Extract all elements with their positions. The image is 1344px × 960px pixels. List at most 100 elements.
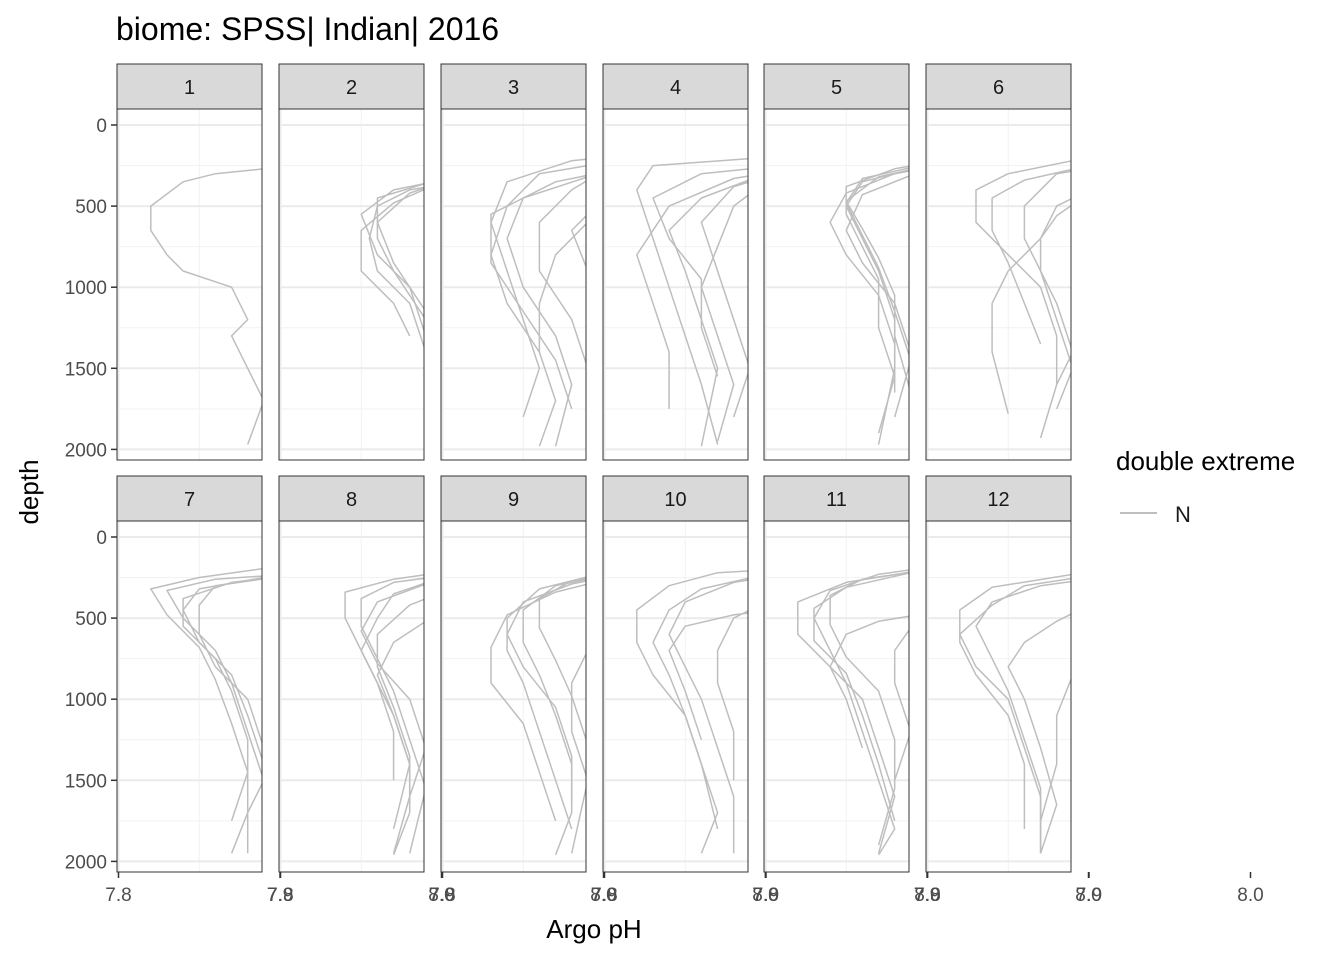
profile-line-9-2 <box>506 576 586 830</box>
profile-line-3-4 <box>570 214 586 269</box>
panel-border <box>440 520 587 873</box>
facet-strip-label: 4 <box>670 77 681 99</box>
profile-line-4-5 <box>700 194 748 442</box>
y-tick-label: 0 <box>96 116 107 137</box>
series-lines <box>975 160 1071 439</box>
profile-line-6-4 <box>991 168 1071 345</box>
x-tick-label: 7.8 <box>105 885 131 906</box>
panel-border <box>602 520 749 873</box>
facet-strip-label: 1 <box>184 77 195 99</box>
profile-line-3-5 <box>506 176 586 447</box>
facet-strip-label: 12 <box>987 489 1009 511</box>
profile-line-6-5 <box>991 204 1071 414</box>
facet-panels: 1 2 3 4 5 67 8 9 10 11 12 <box>116 63 1072 873</box>
profile-line-5-2 <box>845 167 909 418</box>
y-tick-label: 1500 <box>65 359 107 380</box>
facet-strip-label: 9 <box>508 489 519 511</box>
facet-strip <box>925 63 1072 110</box>
facet-strip-label: 3 <box>508 77 519 99</box>
y-tick-label: 0 <box>96 528 107 549</box>
profile-line-2-1 <box>368 186 424 350</box>
legend-title: double extreme <box>1116 446 1295 476</box>
facet-panel-10: 10 <box>602 475 749 873</box>
gridlines <box>764 109 909 460</box>
x-tick-label: 7.8 <box>267 885 293 906</box>
facet-strip-label: 5 <box>831 77 842 99</box>
gridlines <box>764 521 909 872</box>
panel-border <box>763 520 910 873</box>
profile-line-4-1 <box>636 157 748 445</box>
panel-border <box>925 108 1072 461</box>
x-tick-label: 7.8 <box>752 885 778 906</box>
gridlines <box>603 521 748 872</box>
panel-border <box>763 108 910 461</box>
profile-line-8-2 <box>360 577 424 854</box>
series-lines <box>150 567 262 854</box>
profile-line-9-4 <box>490 583 586 822</box>
x-tick-label: 8.0 <box>914 885 940 906</box>
profile-line-11-3 <box>893 629 909 781</box>
facet-strip <box>440 475 587 522</box>
facet-panel-8: 8 <box>278 475 425 873</box>
gridlines <box>117 109 262 460</box>
facet-panel-7: 7 <box>116 475 263 873</box>
facet-strip <box>116 475 263 522</box>
gridlines <box>279 109 424 460</box>
x-tick-label: 7.8 <box>429 885 455 906</box>
series-lines <box>829 165 909 445</box>
profile-line-12-4 <box>959 573 1071 829</box>
profile-line-4-2 <box>668 179 748 447</box>
facet-strip-label: 6 <box>993 77 1004 99</box>
profile-line-5-5 <box>845 175 909 350</box>
y-tick-label: 1000 <box>65 690 107 711</box>
profile-line-7-3 <box>182 578 262 854</box>
profile-line-2-2 <box>360 183 424 333</box>
series-lines <box>344 574 424 856</box>
profile-line-6-2 <box>975 160 1071 385</box>
x-tick-label: 7.9 <box>1076 885 1102 906</box>
profile-line-3-3 <box>490 158 586 418</box>
y-tick-label: 1500 <box>65 771 107 792</box>
facet-strip <box>602 475 749 522</box>
facet-strip-label: 8 <box>346 489 357 511</box>
legend-entry-label: N <box>1175 502 1191 527</box>
chart-title: biome: SPSS| Indian| 2016 <box>116 11 499 47</box>
y-tick-label: 1000 <box>65 278 107 299</box>
panel-border <box>278 108 425 461</box>
panel-border <box>925 520 1072 873</box>
facet-panel-4: 4 <box>602 63 749 461</box>
profile-line-2-4 <box>360 188 424 337</box>
gridlines <box>926 521 1071 872</box>
facet-strip-label: 10 <box>664 489 686 511</box>
y-tick-label: 2000 <box>65 440 107 461</box>
y-tick-label: 2000 <box>65 852 107 873</box>
facet-panel-12: 12 <box>925 475 1072 873</box>
profile-line-4-6 <box>652 168 748 377</box>
x-tick-label: 8.0 <box>590 885 616 906</box>
x-tick-label: 7.9 <box>753 885 779 906</box>
facet-strip <box>116 63 263 110</box>
profile-line-10-4 <box>652 577 748 830</box>
facet-panel-9: 9 <box>440 475 587 873</box>
series-lines <box>959 573 1071 854</box>
profile-line-11-1 <box>813 569 909 856</box>
profile-line-9-6 <box>506 580 586 805</box>
facet-strip <box>763 475 910 522</box>
series-lines <box>490 158 586 447</box>
profile-line-8-4 <box>376 621 424 830</box>
facet-panel-6: 6 <box>925 63 1072 461</box>
gridlines <box>279 521 424 872</box>
profile-line-12-5 <box>1007 613 1071 854</box>
x-tick-label: 8.0 <box>1075 885 1101 906</box>
gridlines <box>117 521 262 872</box>
series-lines <box>636 570 748 854</box>
profile-line-7-1 <box>166 575 262 854</box>
x-tick-label: 8.0 <box>1237 885 1263 906</box>
profile-line-1-1 <box>150 168 262 445</box>
y-tick-label: 500 <box>75 609 107 630</box>
profile-line-9-1 <box>522 578 586 856</box>
gridlines <box>441 109 586 460</box>
panel-border <box>116 520 263 873</box>
